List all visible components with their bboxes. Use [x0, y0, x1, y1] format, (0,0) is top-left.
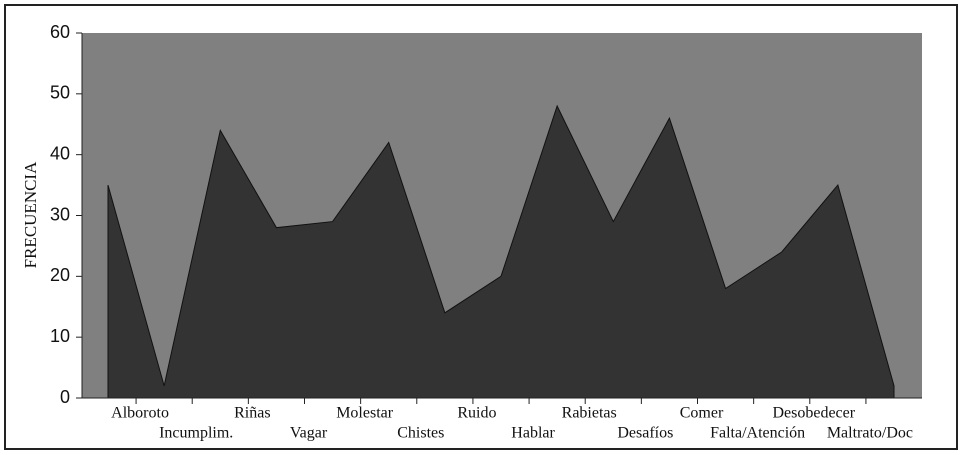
x-tick-label: Comer — [680, 405, 724, 422]
y-tick-label: 40 — [50, 143, 70, 163]
x-tick-label: Falta/Atención — [710, 425, 805, 442]
x-tick-label: Chistes — [397, 425, 444, 442]
x-tick-label: Alboroto — [111, 405, 169, 422]
y-tick-label: 0 — [60, 387, 70, 407]
x-tick-label: Vagar — [290, 425, 328, 442]
y-tick-label: 30 — [50, 204, 70, 224]
x-tick-label: Incumplim. — [159, 425, 233, 442]
area — [107, 104, 895, 399]
x-tick-label: Riñas — [234, 405, 270, 422]
x-tick-label: Hablar — [511, 425, 555, 442]
x-tick-label: Desafíos — [617, 425, 673, 442]
y-tick-label: 10 — [50, 326, 70, 346]
x-tick-label: Maltrato/Doc — [827, 425, 913, 442]
x-tick-label: Desobedecer — [772, 405, 855, 422]
x-tick-label: Molestar — [336, 405, 394, 422]
y-tick-label: 60 — [50, 22, 70, 42]
x-tick-label: Rabietas — [562, 405, 617, 422]
y-tick-label: 50 — [50, 83, 70, 103]
y-axis-label: FRECUENCIA — [21, 161, 40, 268]
y-tick-label: 20 — [50, 265, 70, 285]
x-tick-label: Ruido — [457, 405, 496, 422]
